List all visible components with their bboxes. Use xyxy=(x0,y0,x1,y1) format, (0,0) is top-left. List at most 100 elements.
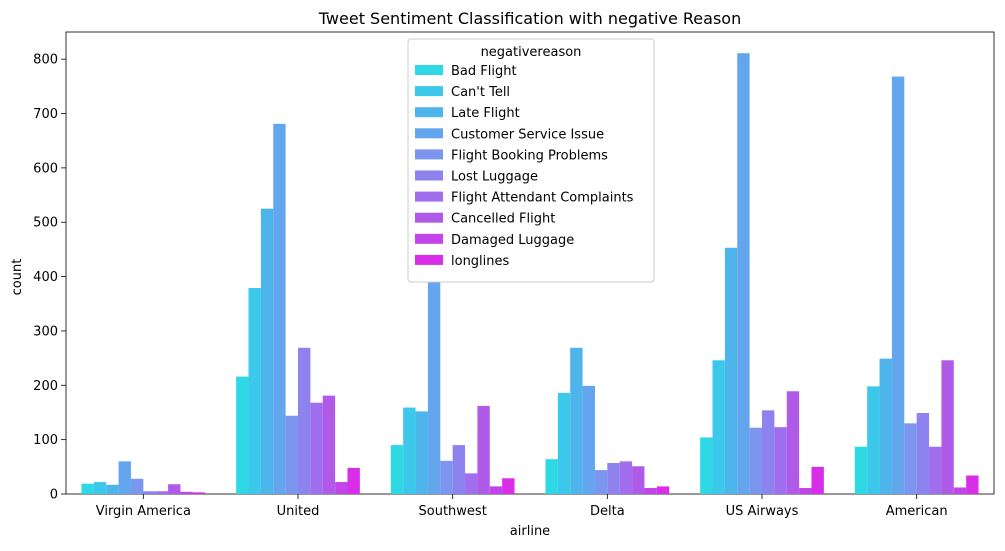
legend-label: Can't Tell xyxy=(451,85,510,100)
bar xyxy=(879,358,892,494)
x-tick-label: Delta xyxy=(590,504,625,519)
bar xyxy=(582,385,595,494)
bar xyxy=(774,427,787,494)
legend-label: Late Flight xyxy=(451,106,520,121)
x-axis: Virgin America United Southwest Delta US Air… xyxy=(96,494,948,519)
bar xyxy=(489,486,503,494)
x-tick-label: American xyxy=(886,504,948,519)
y-tick-label: 500 xyxy=(33,216,58,231)
y-axis-label: count xyxy=(10,259,25,296)
bar xyxy=(118,461,131,494)
x-tick-label: Southwest xyxy=(419,504,487,519)
legend-label: Flight Attendant Complaints xyxy=(451,191,634,206)
legend-title: negativereason xyxy=(481,45,582,60)
legend-box xyxy=(407,38,655,283)
bar xyxy=(644,488,657,494)
bar xyxy=(477,405,490,494)
bar xyxy=(452,445,466,494)
bars-group xyxy=(81,53,979,495)
bar xyxy=(966,475,979,494)
legend-swatch xyxy=(415,254,443,265)
bar xyxy=(632,466,645,494)
y-tick-label: 300 xyxy=(33,324,58,339)
bar xyxy=(335,482,348,494)
bar xyxy=(594,470,608,494)
bar xyxy=(106,484,119,494)
legend-swatch xyxy=(415,191,443,202)
x-tick-label: Virgin America xyxy=(96,504,191,519)
y-tick-label: 600 xyxy=(33,161,58,176)
x-tick-label: US Airways xyxy=(726,504,799,519)
plot-area xyxy=(65,31,995,495)
bar xyxy=(273,123,286,495)
bar xyxy=(180,491,193,494)
legend-label: Damaged Luggage xyxy=(451,233,574,248)
bar xyxy=(786,391,800,494)
bar xyxy=(762,410,775,494)
legend-swatch xyxy=(415,170,443,181)
bar xyxy=(130,478,144,494)
bar xyxy=(916,413,930,494)
bar xyxy=(712,360,725,494)
bar xyxy=(403,407,416,494)
bar xyxy=(570,347,583,494)
bar xyxy=(260,208,274,494)
bar xyxy=(168,484,181,494)
bar xyxy=(891,76,905,494)
bar xyxy=(656,486,670,494)
bar xyxy=(192,492,206,494)
bar xyxy=(867,386,880,494)
bar xyxy=(310,402,323,494)
bar xyxy=(427,281,441,494)
bar xyxy=(236,376,249,494)
bar xyxy=(347,467,360,494)
bar xyxy=(929,446,942,494)
bar xyxy=(415,411,428,494)
legend: negativereason Bad Flight Can't Tell Late F… xyxy=(407,38,655,283)
legend-label: Cancelled Flight xyxy=(451,212,555,227)
legend-label: Lost Luggage xyxy=(451,170,538,185)
legend-label: Customer Service Issue xyxy=(451,127,604,142)
legend-label: Flight Booking Problems xyxy=(451,148,608,163)
y-tick-label: 800 xyxy=(33,53,58,68)
x-tick-label: United xyxy=(277,504,320,519)
bar xyxy=(285,415,298,494)
bar xyxy=(941,360,954,494)
bar xyxy=(465,473,478,494)
bar xyxy=(143,491,156,494)
y-tick-label: 200 xyxy=(33,379,58,394)
bar xyxy=(557,392,571,494)
bar xyxy=(248,288,261,494)
y-axis: 0 100 200 300 400 500 600 700 800 xyxy=(33,53,66,503)
bar xyxy=(440,460,453,494)
legend-label: Bad Flight xyxy=(451,64,517,79)
bar xyxy=(724,247,738,494)
bar xyxy=(390,445,404,494)
bar xyxy=(298,347,311,494)
bar xyxy=(854,446,868,494)
bar xyxy=(93,482,107,494)
x-axis-label: airline xyxy=(510,524,550,539)
y-tick-label: 100 xyxy=(33,433,58,448)
bar xyxy=(811,466,824,494)
bar xyxy=(749,427,762,494)
legend-swatch xyxy=(415,107,443,118)
bar xyxy=(155,491,169,494)
legend-swatch xyxy=(415,212,443,223)
y-tick-label: 700 xyxy=(33,107,58,122)
y-tick-label: 400 xyxy=(33,270,58,285)
plot-frame xyxy=(65,31,995,495)
bar xyxy=(904,423,917,494)
legend-swatch xyxy=(415,233,443,244)
bar xyxy=(953,487,967,494)
legend-swatch xyxy=(415,65,443,75)
bar xyxy=(502,478,515,494)
legend-swatch xyxy=(415,86,443,97)
bar xyxy=(607,463,620,494)
bar xyxy=(322,395,336,494)
chart-title: Tweet Sentiment Classification with nega… xyxy=(318,9,741,28)
bar xyxy=(799,488,812,494)
bar xyxy=(737,53,750,494)
